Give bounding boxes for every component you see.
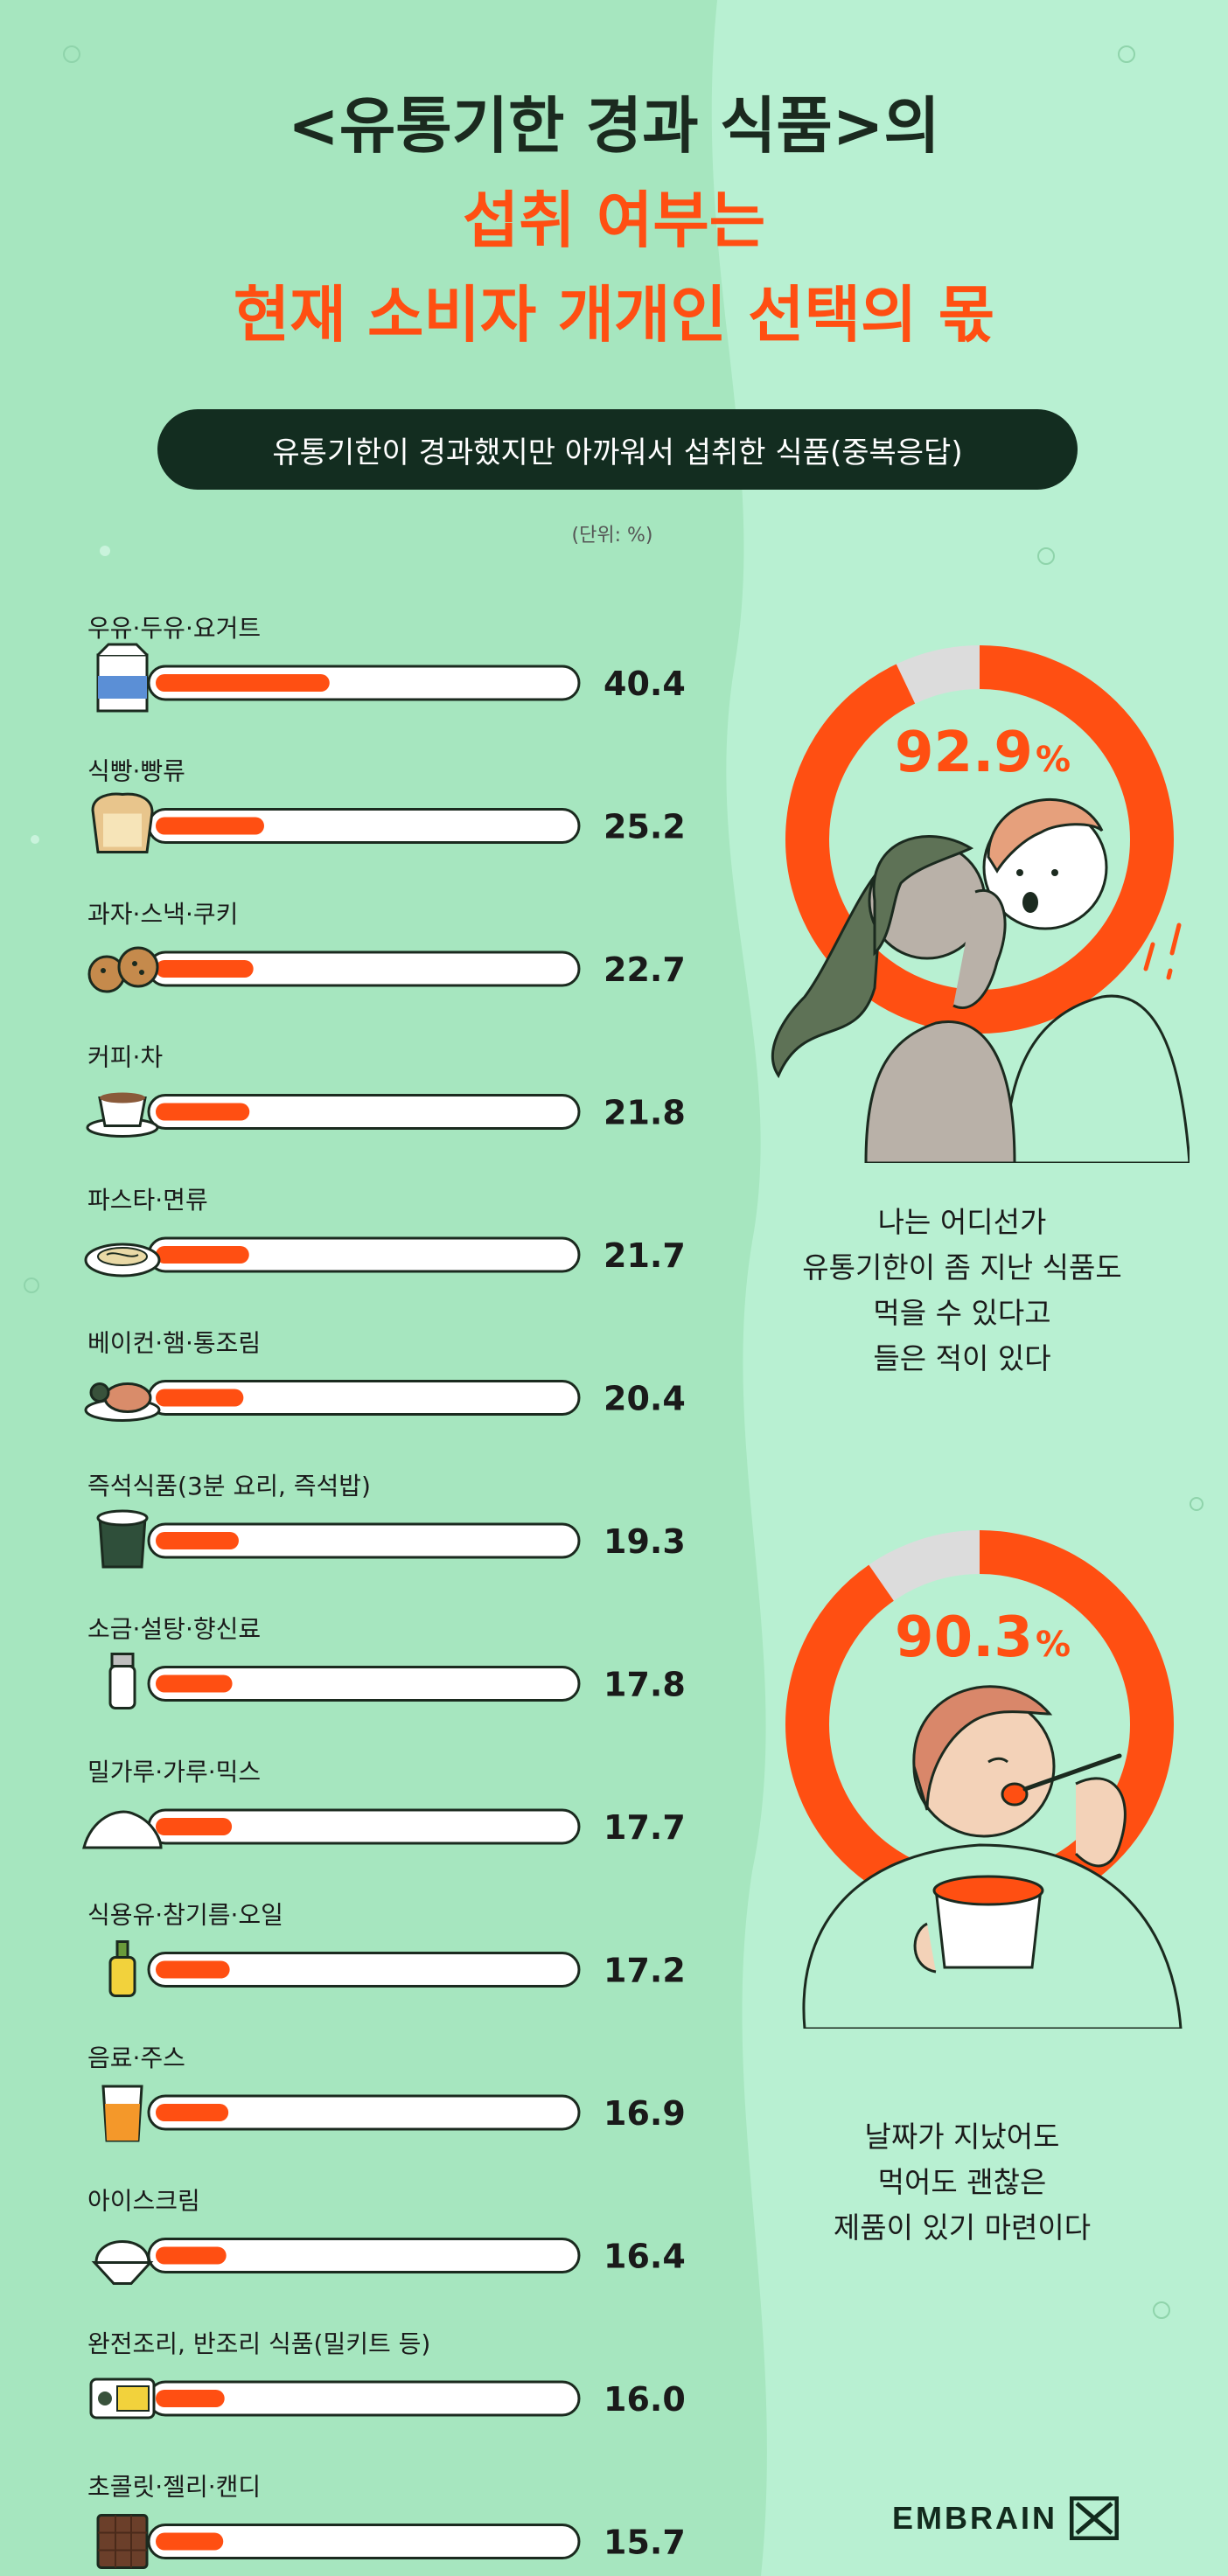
whispering-couple-illustration bbox=[771, 798, 1190, 1163]
bar-label: 완전조리, 반조리 식품(밀키트 등) bbox=[87, 2329, 430, 2358]
bar-value-label: 40.4 bbox=[604, 665, 686, 703]
bar-value-label: 16.9 bbox=[604, 2094, 686, 2133]
bar-value-label: 17.7 bbox=[604, 1808, 686, 1847]
title-line-2: 섭취 여부는 bbox=[462, 184, 766, 256]
bar bbox=[156, 2104, 229, 2121]
caption-first-line: 들은 적이 있다 bbox=[873, 1341, 1051, 1375]
bar-value-label: 17.8 bbox=[604, 1666, 686, 1704]
bar-value-label: 17.2 bbox=[604, 1952, 686, 1990]
bread-icon bbox=[91, 792, 154, 853]
bar bbox=[156, 1960, 230, 1979]
bar bbox=[156, 2246, 227, 2265]
milk-carton-icon bbox=[96, 643, 149, 713]
bar-track bbox=[147, 1666, 581, 1702]
bar-label: 즉석식품(3분 요리, 즉석밥) bbox=[87, 1472, 371, 1500]
meal-kit-icon bbox=[89, 2378, 156, 2419]
coffee-cup-icon bbox=[86, 1092, 159, 1138]
brand-mark-icon bbox=[1070, 2496, 1119, 2540]
title-line-1: <유통기한 경과 식품>의 bbox=[288, 90, 940, 162]
gauge-2-value: 90.3 bbox=[895, 1605, 1033, 1670]
bar-label: 아이스크림 bbox=[87, 2187, 200, 2216]
ice-cream-icon bbox=[91, 2240, 154, 2285]
salt-shaker-icon bbox=[108, 1653, 136, 1709]
bar-value-label: 19.3 bbox=[604, 1522, 686, 1561]
bar bbox=[156, 1246, 249, 1264]
bar-label: 음료·주스 bbox=[87, 2043, 185, 2072]
bar-label: 파스타·면류 bbox=[87, 1186, 208, 1215]
bar-label: 초콜릿·젤리·캔디 bbox=[87, 2473, 261, 2502]
bar-value-label: 25.2 bbox=[604, 808, 686, 846]
bar-label: 소금·설탕·향신료 bbox=[87, 1615, 261, 1644]
bar bbox=[156, 817, 264, 835]
bar-label: 식빵·빵류 bbox=[87, 757, 185, 786]
bar-value-label: 21.7 bbox=[604, 1236, 686, 1275]
gauge-1-arc bbox=[785, 645, 1174, 1034]
bar-value-label: 22.7 bbox=[604, 950, 686, 989]
bar bbox=[156, 1532, 239, 1549]
bar-label: 커피·차 bbox=[87, 1043, 163, 1072]
caption-first-line: 나는 어디선가 bbox=[877, 1205, 1047, 1239]
brand-logo: EMBRAIN bbox=[892, 2492, 1172, 2545]
gauge-1-percent: % bbox=[1036, 740, 1071, 780]
brand-name: EMBRAIN bbox=[892, 2500, 1057, 2536]
title-line-3: 현재 소비자 개개인 선택의 몫 bbox=[233, 279, 995, 351]
bar-label: 식용유·참기름·오일 bbox=[87, 1901, 283, 1930]
gauge-2-percent: % bbox=[1036, 1625, 1071, 1665]
bar bbox=[156, 1103, 250, 1121]
flour-pile-icon bbox=[82, 1810, 163, 1849]
caption-first: 나는 어디선가 유통기한이 좀 지난 식품도 먹을 수 있다고 들은 적이 있다 bbox=[752, 1200, 1172, 1382]
instant-food-icon bbox=[96, 1509, 149, 1569]
eating-person-illustration bbox=[802, 1685, 1183, 2029]
chocolate-bar-icon bbox=[96, 2514, 149, 2569]
bar-value-label: 20.4 bbox=[604, 1380, 686, 1418]
subtitle-text: 유통기한이 경과했지만 아까워서 섭취한 식품(중복응답) bbox=[272, 435, 963, 470]
bar bbox=[156, 2532, 224, 2551]
bar-value-label: 16.4 bbox=[604, 2238, 686, 2276]
bar bbox=[156, 1389, 244, 1407]
bar-track bbox=[147, 1522, 581, 1559]
bar-track bbox=[147, 2094, 581, 2131]
bar-track bbox=[147, 1094, 581, 1130]
bar-label: 우유·두유·요거트 bbox=[87, 614, 261, 643]
caption-first-line: 유통기한이 좀 지난 식품도 bbox=[802, 1250, 1122, 1285]
bar-value-label: 21.8 bbox=[604, 1094, 686, 1132]
gauge-1: 92.9 % bbox=[785, 645, 1174, 1034]
caption-second-line: 날짜가 지났어도 bbox=[864, 2120, 1060, 2154]
subtitle-pill: 유통기한이 경과했지만 아까워서 섭취한 식품(중복응답) bbox=[157, 409, 1078, 490]
cookie-icon bbox=[87, 946, 159, 993]
caption-second-line: 제품이 있기 마련이다 bbox=[833, 2210, 1092, 2245]
bar-label: 베이컨·햄·통조림 bbox=[87, 1329, 261, 1358]
bar-track bbox=[147, 1952, 581, 1988]
caption-second: 날짜가 지났어도 먹어도 괜찮은 제품이 있기 마련이다 bbox=[752, 2114, 1172, 2251]
caption-second-line: 먹어도 괜찮은 bbox=[877, 2165, 1047, 2199]
juice-glass-icon bbox=[101, 2085, 143, 2142]
unit-note: (단위: %) bbox=[571, 525, 653, 547]
bar bbox=[156, 674, 330, 692]
ham-plate-icon bbox=[84, 1382, 161, 1422]
bar-label: 밀가루·가루·믹스 bbox=[87, 1758, 261, 1786]
bar-label: 과자·스낵·쿠키 bbox=[87, 900, 238, 929]
bar-track bbox=[147, 2524, 581, 2559]
gauge-1-value: 92.9 bbox=[895, 721, 1033, 785]
oil-bottle-icon bbox=[108, 1940, 136, 1997]
caption-first-line: 먹을 수 있다고 bbox=[873, 1296, 1051, 1330]
bar-value-label: 16.0 bbox=[604, 2380, 686, 2419]
bar bbox=[156, 2390, 225, 2407]
pasta-plate-icon bbox=[84, 1243, 161, 1278]
bar bbox=[156, 1674, 233, 1693]
bar bbox=[156, 1818, 233, 1835]
bar bbox=[156, 960, 254, 978]
bar-value-label: 15.7 bbox=[604, 2524, 686, 2562]
